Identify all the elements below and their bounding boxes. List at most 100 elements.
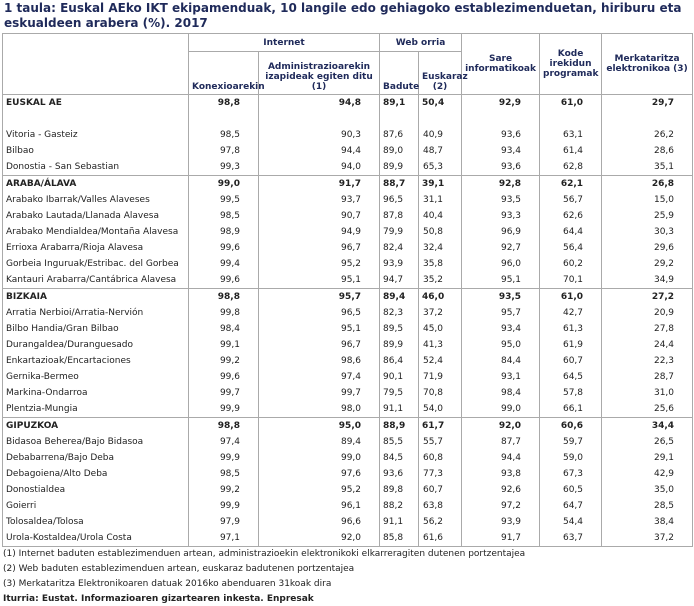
value-cell: 56,7 bbox=[539, 192, 603, 208]
value-cell: 85,8 bbox=[379, 530, 420, 547]
empty-cell bbox=[601, 111, 694, 127]
value-cell: 20,9 bbox=[601, 305, 694, 321]
value-cell: 99,1 bbox=[188, 337, 259, 353]
subregion-row: Arabako Mendialdea/Montaña Alavesa 98,9 94… bbox=[2, 224, 694, 240]
value-cell: 87,7 bbox=[461, 434, 541, 450]
value-cell: 92,6 bbox=[461, 482, 541, 498]
table-title: 1 taula: Euskal AEko IKT ekipamenduak, 1… bbox=[4, 1, 682, 30]
value-cell: 61,3 bbox=[539, 321, 603, 337]
note: (2) Web baduten establezimenduen artean,… bbox=[3, 564, 355, 574]
subregion-row: Markina-Ondarroa 99,7 99,7 79,5 70,8 98,4 57,8… bbox=[2, 385, 694, 401]
value-cell: 89,4 bbox=[379, 288, 420, 305]
value-cell: 98,0 bbox=[257, 401, 381, 418]
value-cell: 93,1 bbox=[461, 369, 541, 385]
value-cell: 95,7 bbox=[461, 305, 541, 321]
value-cell: 96,6 bbox=[257, 514, 381, 530]
empty-cell bbox=[188, 111, 259, 127]
value-cell: 34,9 bbox=[601, 272, 694, 289]
subregion-row: Tolosaldea/Tolosa 97,9 96,6 91,1 56,2 93,9 54,… bbox=[2, 514, 694, 530]
value-cell: 27,2 bbox=[601, 288, 694, 305]
value-cell: 31,0 bbox=[601, 385, 694, 401]
value-cell: 99,2 bbox=[188, 482, 259, 498]
value-cell: 94,4 bbox=[257, 143, 381, 159]
value-cell: 94,7 bbox=[379, 272, 420, 289]
column-header: Kode irekidun programak bbox=[539, 33, 603, 95]
value-cell: 87,6 bbox=[379, 127, 420, 143]
value-cell: 97,6 bbox=[257, 466, 381, 482]
row-label: Markina-Ondarroa bbox=[2, 385, 189, 401]
region-row: ARABA/ÁLAVA 99,0 91,7 88,7 39,1 92,8 62,1 26,8 bbox=[2, 175, 694, 192]
row-label: BIZKAIA bbox=[2, 288, 189, 305]
value-cell: 87,8 bbox=[379, 208, 420, 224]
value-cell: 91,1 bbox=[379, 401, 420, 418]
value-cell: 57,8 bbox=[539, 385, 603, 401]
row-label: Urola-Kostaldea/Urola Costa bbox=[2, 530, 189, 547]
value-cell: 42,9 bbox=[601, 466, 694, 482]
value-cell: 99,5 bbox=[188, 192, 259, 208]
row-label: Debabarrena/Bajo Deba bbox=[2, 450, 189, 466]
value-cell: 88,2 bbox=[379, 498, 420, 514]
column-header: Sare informatikoak bbox=[461, 33, 541, 95]
value-cell: 99,8 bbox=[188, 305, 259, 321]
value-cell: 61,6 bbox=[418, 530, 463, 547]
value-cell: 60,8 bbox=[418, 450, 463, 466]
row-label: Donostialdea bbox=[2, 482, 189, 498]
row-label: Errioxa Arabarra/Rioja Alavesa bbox=[2, 240, 189, 256]
value-cell: 89,9 bbox=[379, 337, 420, 353]
value-cell: 98,8 bbox=[188, 417, 259, 434]
value-cell: 62,6 bbox=[539, 208, 603, 224]
table-header: Internet Web orria Sare informatikoak Ko… bbox=[2, 33, 694, 95]
value-cell: 66,1 bbox=[539, 401, 603, 418]
value-cell: 97,1 bbox=[188, 530, 259, 547]
value-cell: 96,5 bbox=[379, 192, 420, 208]
value-cell: 29,6 bbox=[601, 240, 694, 256]
row-label: Arabako Ibarrak/Valles Alaveses bbox=[2, 192, 189, 208]
row-label: Bilbo Handia/Gran Bilbao bbox=[2, 321, 189, 337]
value-cell: 95,1 bbox=[461, 272, 541, 289]
value-cell: 22,3 bbox=[601, 353, 694, 369]
value-cell: 32,4 bbox=[418, 240, 463, 256]
value-cell: 79,5 bbox=[379, 385, 420, 401]
value-cell: 98,8 bbox=[188, 288, 259, 305]
value-cell: 29,2 bbox=[601, 256, 694, 272]
value-cell: 99,6 bbox=[188, 272, 259, 289]
value-cell: 70,1 bbox=[539, 272, 603, 289]
value-cell: 96,9 bbox=[461, 224, 541, 240]
value-cell: 54,0 bbox=[418, 401, 463, 418]
value-cell: 99,0 bbox=[257, 450, 381, 466]
total-row: EUSKAL AE 98,8 94,8 89,1 50,4 92,9 61,0 29,7 bbox=[2, 94, 694, 111]
value-cell: 54,4 bbox=[539, 514, 603, 530]
capital-row: Donostia - San Sebastian 99,3 94,0 89,9 65,3… bbox=[2, 159, 694, 176]
value-cell: 96,1 bbox=[257, 498, 381, 514]
value-cell: 62,1 bbox=[539, 175, 603, 192]
value-cell: 61,0 bbox=[539, 288, 603, 305]
column-header: Badute bbox=[379, 51, 419, 95]
empty-cell bbox=[379, 111, 420, 127]
subregion-row: Gernika-Bermeo 99,6 97,4 90,1 71,9 93,1 64,5 28… bbox=[2, 369, 694, 385]
value-cell: 91,1 bbox=[379, 514, 420, 530]
subregion-row: Gorbeia Inguruak/Estribac. del Gorbea 99,… bbox=[2, 256, 694, 272]
value-cell: 85,5 bbox=[379, 434, 420, 450]
value-cell: 95,1 bbox=[257, 321, 381, 337]
subregion-row: Bilbo Handia/Gran Bilbao 98,4 95,1 89,5 45,0… bbox=[2, 321, 694, 337]
value-cell: 64,5 bbox=[539, 369, 603, 385]
value-cell: 26,5 bbox=[601, 434, 694, 450]
subregion-row: Arabako Lautada/Llanada Alavesa 98,5 90,7 8… bbox=[2, 208, 694, 224]
value-cell: 92,7 bbox=[461, 240, 541, 256]
value-cell: 89,9 bbox=[379, 159, 420, 176]
empty-cell bbox=[257, 111, 381, 127]
value-cell: 62,8 bbox=[539, 159, 603, 176]
value-cell: 15,0 bbox=[601, 192, 694, 208]
value-cell: 59,7 bbox=[539, 434, 603, 450]
value-cell: 97,9 bbox=[188, 514, 259, 530]
value-cell: 94,0 bbox=[257, 159, 381, 176]
value-cell: 28,6 bbox=[601, 143, 694, 159]
value-cell: 98,4 bbox=[188, 321, 259, 337]
value-cell: 56,4 bbox=[539, 240, 603, 256]
value-cell: 99,9 bbox=[188, 450, 259, 466]
value-cell: 35,1 bbox=[601, 159, 694, 176]
subregion-row: Urola-Kostaldea/Urola Costa 97,1 92,0 85,8 6… bbox=[2, 530, 694, 547]
value-cell: 98,6 bbox=[257, 353, 381, 369]
value-cell: 94,9 bbox=[257, 224, 381, 240]
source: Iturria: Eustat. Informazioaren gizartea… bbox=[3, 594, 314, 604]
